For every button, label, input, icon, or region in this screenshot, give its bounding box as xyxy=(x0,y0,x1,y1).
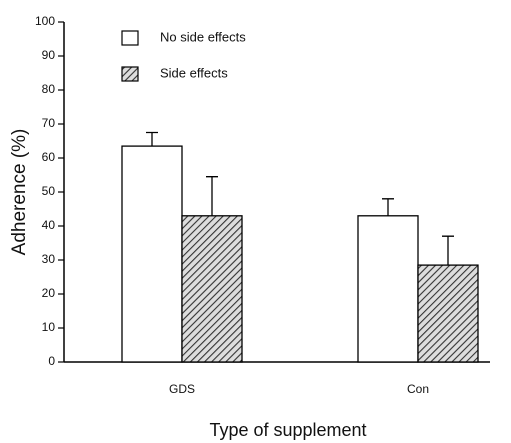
y-tick-label: 60 xyxy=(42,150,56,164)
legend-label: No side effects xyxy=(160,29,246,44)
bar xyxy=(181,215,243,363)
y-tick-label: 90 xyxy=(42,48,56,62)
error-bar xyxy=(442,235,454,266)
x-tick-label: GDS xyxy=(169,382,195,396)
y-tick-label: 0 xyxy=(48,354,55,368)
error-bar xyxy=(146,131,158,147)
y-axis-title: Adherence (%) xyxy=(9,129,30,256)
y-tick-label: 20 xyxy=(42,286,56,300)
x-tick-label: Con xyxy=(407,382,429,396)
x-axis-title: Type of supplement xyxy=(209,420,366,440)
y-tick-label: 30 xyxy=(42,252,56,266)
legend-swatch xyxy=(121,30,139,46)
y-tick-label: 40 xyxy=(42,218,56,232)
y-tick-label: 70 xyxy=(42,116,56,130)
bar xyxy=(417,264,479,363)
error-bar xyxy=(382,198,394,216)
y-tick-label: 10 xyxy=(42,320,56,334)
legend-swatch xyxy=(121,66,139,82)
y-tick-label: 100 xyxy=(35,14,55,28)
y-tick-label: 50 xyxy=(42,184,56,198)
bar xyxy=(121,145,183,363)
y-tick-label: 80 xyxy=(42,82,56,96)
bar xyxy=(357,215,419,363)
error-bar xyxy=(206,176,218,216)
legend-label: Side effects xyxy=(160,65,228,80)
